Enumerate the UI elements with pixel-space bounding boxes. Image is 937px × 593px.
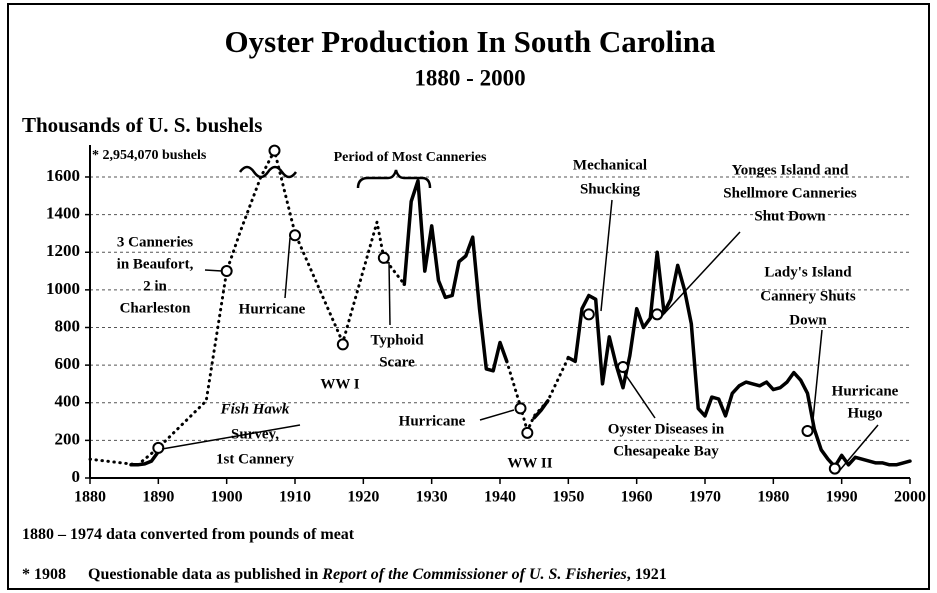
data-point bbox=[377, 251, 390, 264]
data-point bbox=[514, 402, 527, 415]
x-tick-label: 1950 bbox=[552, 489, 584, 506]
y-tick-label: 1400 bbox=[46, 204, 80, 223]
x-tick-label: 1940 bbox=[484, 489, 516, 506]
footnote-part: , 1921 bbox=[627, 566, 667, 583]
x-tick-label: 1960 bbox=[621, 489, 653, 506]
leader-line bbox=[622, 370, 656, 419]
x-tick-label: 1880 bbox=[74, 489, 106, 506]
annotation: Hurricane bbox=[832, 383, 899, 399]
x-tick-label: 1930 bbox=[416, 489, 448, 506]
data-point bbox=[651, 308, 664, 321]
annotation: Shellmore Canneries bbox=[723, 185, 857, 201]
frame bbox=[7, 3, 930, 590]
leader-line bbox=[161, 424, 301, 450]
annotation: 1st Cannery bbox=[216, 451, 294, 467]
annotation: 3 Canneries bbox=[117, 234, 193, 250]
annotation: Cannery Shuts bbox=[760, 288, 856, 304]
annotation: Survey, bbox=[231, 426, 279, 442]
data-point bbox=[828, 462, 841, 475]
y-tick-label: 1600 bbox=[46, 166, 80, 185]
x-tick-label: 1900 bbox=[211, 489, 243, 506]
bracket bbox=[356, 169, 432, 189]
leader-line bbox=[204, 269, 223, 272]
annotation: Period of Most Canneries bbox=[334, 150, 487, 165]
data-point bbox=[220, 265, 233, 278]
y-axis-label: Thousands of U. S. bushels bbox=[22, 113, 262, 137]
y-tick-label: 0 bbox=[72, 467, 81, 486]
leader-line bbox=[388, 261, 391, 326]
data-point bbox=[801, 424, 814, 437]
footnote: * 1908 Questionable data as published in … bbox=[22, 566, 667, 583]
data-point bbox=[152, 441, 165, 454]
x-tick-label: 1990 bbox=[826, 489, 858, 506]
x-tick-label: 1920 bbox=[347, 489, 379, 506]
footnote: 1880 – 1974 data converted from pounds o… bbox=[22, 526, 355, 543]
leader-line bbox=[661, 231, 741, 317]
annotation: Lady's Island bbox=[764, 264, 852, 280]
annotation: WW II bbox=[507, 455, 552, 471]
leader-line bbox=[600, 199, 613, 312]
annotation: Hugo bbox=[847, 405, 882, 421]
x-tick-label: 1980 bbox=[757, 489, 789, 506]
annotation: Hurricane bbox=[399, 413, 466, 429]
annotation: in Beaufort, bbox=[117, 256, 194, 272]
chart-title: Oyster Production In South Carolina bbox=[225, 24, 716, 59]
annotation: * 2,954,070 bushels bbox=[92, 148, 207, 163]
footnote-part: * 1908 bbox=[22, 566, 66, 583]
annotation: Shut Down bbox=[754, 208, 826, 224]
y-tick-label: 1000 bbox=[46, 279, 80, 298]
annotation: Fish Hawk bbox=[220, 401, 290, 417]
data-line bbox=[129, 178, 912, 469]
leader-line bbox=[479, 409, 515, 421]
data-point bbox=[268, 144, 281, 157]
footnote-part: 1880 – 1974 data converted from pounds o… bbox=[22, 526, 355, 543]
data-point bbox=[336, 338, 349, 351]
x-tick-label: 1970 bbox=[689, 489, 721, 506]
data-point bbox=[521, 426, 534, 439]
annotation: Yonges Island and bbox=[732, 162, 849, 178]
leader-line bbox=[839, 424, 879, 471]
annotation: Chesapeake Bay bbox=[613, 443, 719, 459]
annotation: Scare bbox=[379, 354, 415, 370]
footnote-part: Report of the Commissioner of U. S. Fish… bbox=[321, 566, 626, 583]
data-point bbox=[582, 308, 595, 321]
x-tick-label: 1910 bbox=[279, 489, 311, 506]
annotation: Mechanical bbox=[573, 157, 647, 173]
annotation: Down bbox=[789, 312, 827, 328]
annotation: Shucking bbox=[580, 181, 641, 197]
annotation: Oyster Diseases in bbox=[608, 421, 725, 437]
data-point bbox=[289, 229, 301, 242]
chart-subtitle: 1880 - 2000 bbox=[414, 65, 525, 90]
y-tick-label: 800 bbox=[55, 316, 81, 335]
footnote-part: Questionable data as published in bbox=[88, 566, 322, 583]
y-tick-label: 600 bbox=[55, 354, 81, 373]
annotation: Charleston bbox=[120, 300, 191, 316]
x-tick-label: 1890 bbox=[142, 489, 174, 506]
annotation: Hurricane bbox=[239, 301, 306, 317]
data-point bbox=[617, 361, 629, 373]
annotation: WW I bbox=[320, 376, 359, 392]
axis-break bbox=[238, 165, 298, 179]
annotation: Typhoid bbox=[370, 332, 424, 348]
leader-line bbox=[811, 329, 823, 431]
y-tick-label: 200 bbox=[55, 429, 81, 448]
leader-line bbox=[284, 237, 291, 299]
annotation: 2 in bbox=[143, 278, 167, 294]
y-tick-label: 400 bbox=[55, 392, 81, 411]
y-tick-label: 1200 bbox=[46, 241, 80, 260]
x-tick-label: 2000 bbox=[894, 489, 926, 506]
